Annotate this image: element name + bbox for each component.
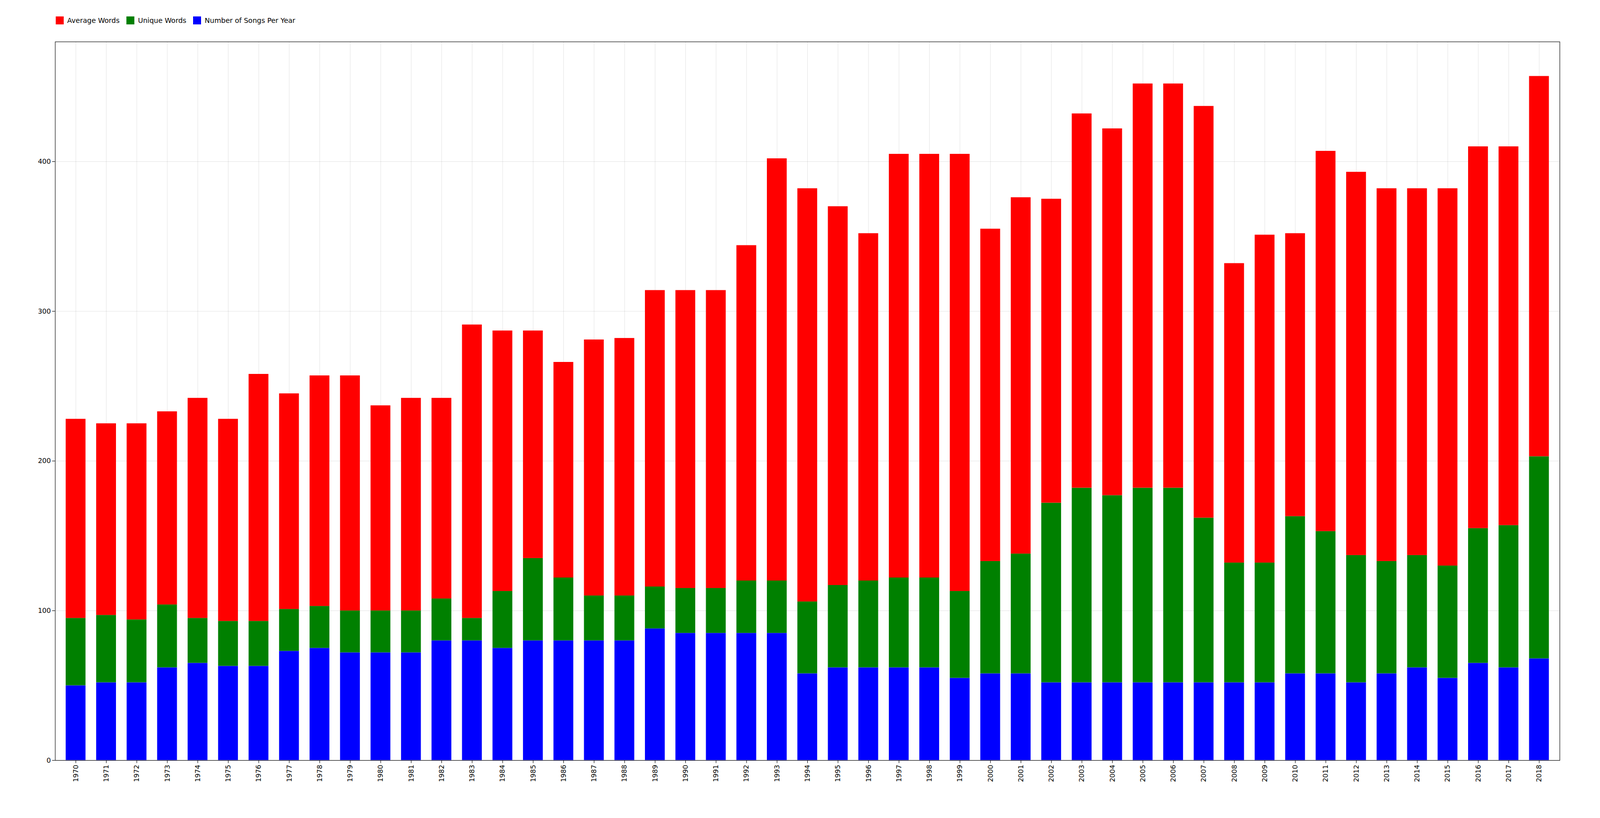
svg-text:1991: 1991 bbox=[711, 764, 720, 782]
svg-text:1997: 1997 bbox=[894, 764, 903, 782]
svg-text:0: 0 bbox=[46, 755, 52, 764]
svg-text:2006: 2006 bbox=[1169, 764, 1177, 782]
svg-text:1990: 1990 bbox=[681, 764, 690, 782]
svg-text:1980: 1980 bbox=[376, 764, 385, 782]
svg-text:1992: 1992 bbox=[742, 764, 750, 782]
svg-text:2014: 2014 bbox=[1412, 764, 1421, 782]
svg-text:2009: 2009 bbox=[1260, 764, 1269, 782]
svg-text:1986: 1986 bbox=[559, 764, 568, 782]
svg-text:2010: 2010 bbox=[1290, 764, 1299, 782]
svg-text:2000: 2000 bbox=[986, 764, 995, 782]
svg-text:200: 200 bbox=[37, 456, 51, 465]
svg-text:2015: 2015 bbox=[1443, 764, 1452, 782]
svg-text:1995: 1995 bbox=[833, 764, 842, 782]
svg-text:2013: 2013 bbox=[1382, 764, 1391, 782]
svg-text:2012: 2012 bbox=[1352, 764, 1361, 782]
svg-text:1994: 1994 bbox=[803, 764, 812, 782]
svg-text:1999: 1999 bbox=[955, 764, 964, 782]
svg-text:1985: 1985 bbox=[529, 764, 537, 782]
svg-text:1987: 1987 bbox=[589, 764, 598, 782]
svg-text:2011: 2011 bbox=[1321, 764, 1330, 782]
svg-text:1972: 1972 bbox=[132, 764, 141, 782]
svg-text:2003: 2003 bbox=[1077, 764, 1086, 782]
svg-text:1978: 1978 bbox=[315, 764, 324, 782]
svg-text:1971: 1971 bbox=[102, 764, 110, 782]
svg-text:2017: 2017 bbox=[1504, 764, 1513, 782]
svg-text:1976: 1976 bbox=[254, 764, 263, 782]
svg-text:2005: 2005 bbox=[1138, 764, 1147, 782]
svg-text:1975: 1975 bbox=[223, 764, 232, 782]
svg-text:1984: 1984 bbox=[498, 764, 507, 782]
svg-text:2002: 2002 bbox=[1047, 764, 1056, 782]
svg-text:1998: 1998 bbox=[925, 764, 934, 782]
svg-text:1993: 1993 bbox=[772, 764, 781, 782]
svg-text:1970: 1970 bbox=[71, 764, 80, 782]
svg-text:2004: 2004 bbox=[1108, 764, 1117, 782]
svg-text:1981: 1981 bbox=[407, 764, 416, 782]
svg-text:400: 400 bbox=[37, 157, 51, 166]
svg-text:300: 300 bbox=[37, 307, 51, 316]
svg-text:1982: 1982 bbox=[437, 764, 446, 782]
html-text:Number of Songs Per Year: Number of Songs Per Year bbox=[204, 16, 296, 25]
svg-text:2008: 2008 bbox=[1230, 764, 1239, 782]
svg-text:1988: 1988 bbox=[620, 764, 629, 782]
html-text:Average Words: Average Words bbox=[67, 16, 120, 25]
svg-text:1974: 1974 bbox=[193, 764, 202, 782]
svg-text:100: 100 bbox=[37, 606, 51, 615]
svg-text:1977: 1977 bbox=[285, 764, 294, 782]
svg-text:2016: 2016 bbox=[1474, 764, 1483, 782]
svg-text:1979: 1979 bbox=[345, 764, 354, 782]
svg-text:1996: 1996 bbox=[864, 764, 873, 782]
svg-text:1983: 1983 bbox=[467, 764, 476, 782]
svg-text:2007: 2007 bbox=[1199, 764, 1208, 782]
svg-text:1973: 1973 bbox=[163, 764, 172, 782]
html-text:Unique Words: Unique Words bbox=[137, 16, 187, 25]
svg-text:1989: 1989 bbox=[650, 764, 659, 782]
svg-text:2001: 2001 bbox=[1016, 764, 1025, 782]
svg-text:2018: 2018 bbox=[1534, 764, 1543, 782]
